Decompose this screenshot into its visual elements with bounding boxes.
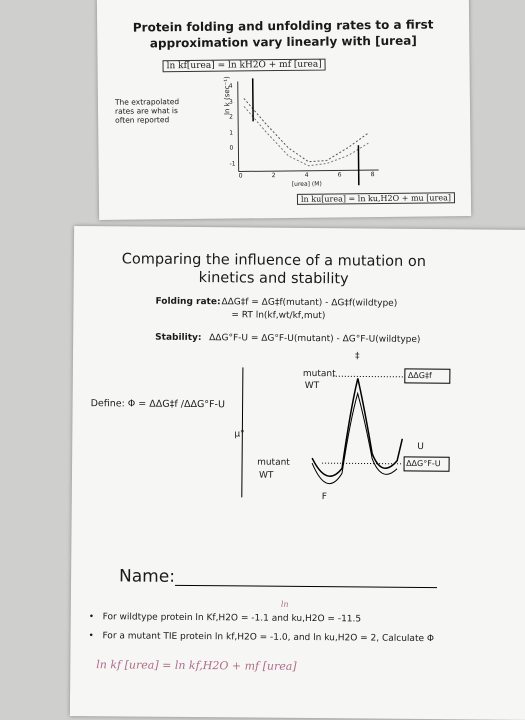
axis <box>238 81 239 171</box>
x-label: [urea] (M) <box>292 181 322 188</box>
curve <box>312 393 398 484</box>
label: WT <box>305 381 319 391</box>
data-trend <box>244 105 369 166</box>
label: Folding rate: <box>155 297 220 308</box>
equation: ΔΔG‡f = ΔG‡f(mutant) - ΔG‡f(wildtype) <box>221 297 397 309</box>
equation: ΔΔG°F-U = ΔG°F-U(mutant) - ΔG°F-U(wildty… <box>209 333 420 345</box>
bottom-title: Comparing the influence of a mutation on… <box>94 250 454 289</box>
tick: 3 <box>229 94 235 110</box>
bullet-text: For a mutant TIE protein ln kf,H2O = -1.… <box>102 631 434 644</box>
data-trend <box>244 97 369 162</box>
tick: 4 <box>229 79 235 95</box>
tick: 1 <box>229 125 235 141</box>
label: ΔΔG°F-U <box>406 459 441 468</box>
label: ΔΔG‡f <box>408 371 432 380</box>
name-line <box>175 585 437 588</box>
define: Define: Φ = ΔΔG‡f /ΔΔG°F-U <box>91 398 225 410</box>
x-tick: 0 <box>239 172 243 179</box>
bullet-text: For wildtype protein ln Kf,H2O = -1.1 an… <box>103 612 362 624</box>
label: WT <box>259 471 273 481</box>
equation: ln ku[urea] = ln ku,H2O + mu [urea] <box>297 192 455 205</box>
page: {"top_sheet":{"title":"Protein folding a… <box>0 0 525 700</box>
handwriting: ln <box>281 600 289 609</box>
level <box>333 376 403 377</box>
x-tick: 2 <box>272 172 276 179</box>
tick: 2 <box>229 110 235 126</box>
label: μ° <box>234 429 244 439</box>
label: F <box>322 492 327 502</box>
tick: -1 <box>230 156 236 172</box>
label: Stability: <box>155 333 201 343</box>
name-label: Name: <box>119 566 175 586</box>
bullet: • For wildtype protein ln Kf,H2O = -1.1 … <box>89 612 361 624</box>
label: U <box>417 442 424 452</box>
label: mutant <box>303 369 336 379</box>
level <box>322 463 402 464</box>
equation: = RT ln(kf,wt/kf,mut) <box>231 310 325 321</box>
side-note: The extrapolated rates are what is often… <box>115 97 195 125</box>
x-tick: 6 <box>338 171 342 178</box>
top-title: Protein folding and unfolding rates to a… <box>97 16 469 52</box>
tick: 0 <box>229 141 235 157</box>
x-tick: 8 <box>371 171 375 178</box>
handwriting: ln kf [urea] = ln kf,H2O + mf [urea] <box>96 658 296 673</box>
bullet: • For a mutant TIE protein ln kf,H2O = -… <box>89 631 434 644</box>
bottom-sheet: Comparing the influence of a mutation on… <box>70 226 525 720</box>
x-tick: 4 <box>305 172 309 179</box>
y-ticks: 4 3 2 1 0 -1 <box>229 79 236 172</box>
equation: ln kf[urea] = ln kH2O + mf [urea] <box>163 59 326 73</box>
label: mutant <box>257 458 290 468</box>
symbol: ‡ <box>355 351 360 361</box>
top-sheet: Protein folding and unfolding rates to a… <box>97 0 471 220</box>
